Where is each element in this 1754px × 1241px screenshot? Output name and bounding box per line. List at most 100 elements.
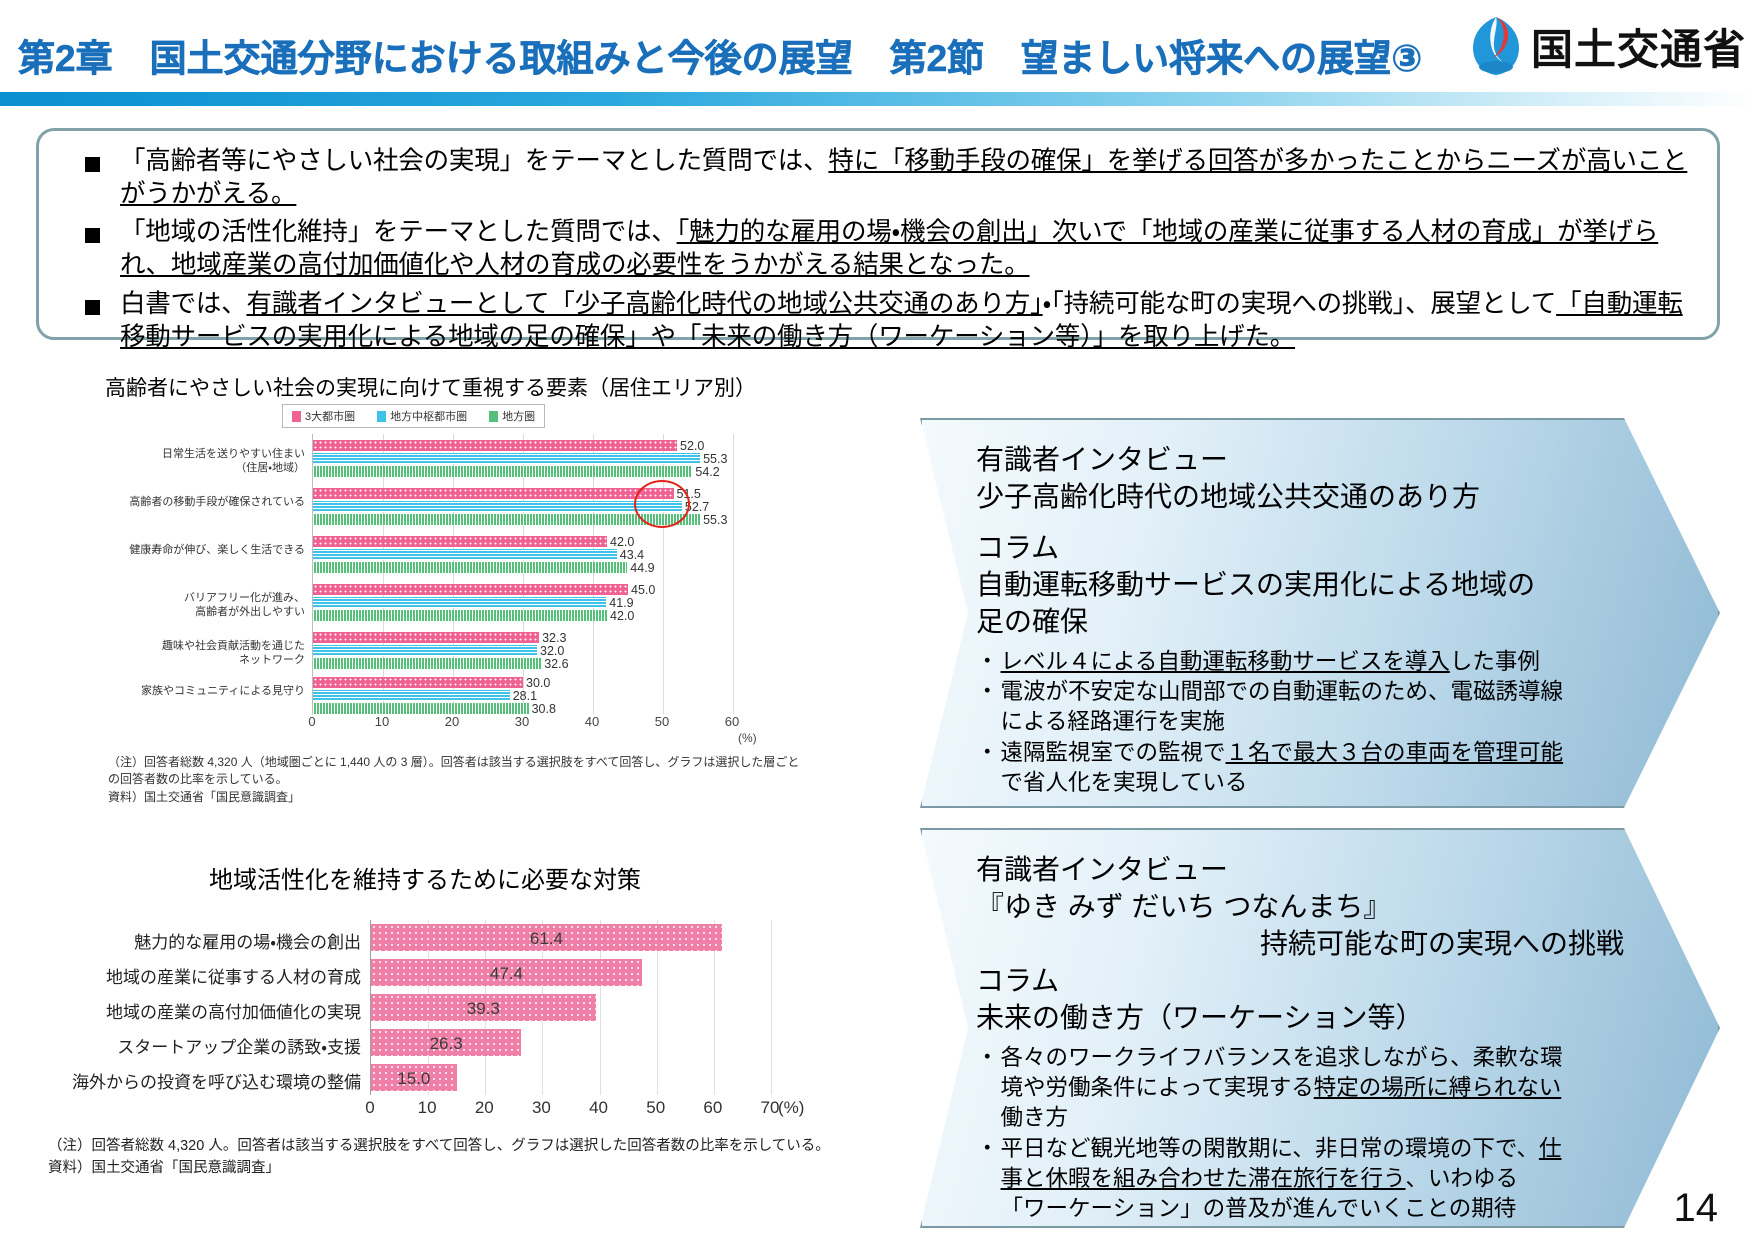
panel-list-item: 境や労働条件によって実現する特定の場所に縛られない — [976, 1073, 1684, 1102]
panel2-heading-2b: 持続可能な町の実現への挑戦 — [1259, 927, 1624, 959]
panel-bullet-icon: ・ — [976, 1044, 999, 1070]
panel-text-segment: した事例 — [1449, 648, 1540, 674]
panel-list-item: 「ワーケーション」の普及が進んでいくことの期待 — [976, 1194, 1684, 1223]
mlit-emblem-icon — [1467, 15, 1525, 77]
chart1-x-unit: (%) — [738, 731, 757, 745]
chart2-bar — [371, 994, 596, 1021]
category-label-line: 高齢者が外出しやすい — [195, 605, 305, 618]
chart2-x-tick: 0 — [365, 1098, 375, 1117]
panel-text-segment: による経路運行を実施 — [1000, 709, 1225, 735]
chart2-footnote: （注）回答者総数 4,320 人。回答者は該当する選択肢をすべて回答し、グラフは… — [48, 1136, 838, 1180]
chart1-bar-group: 趣味や社会貢献活動を通じた ネットワーク 32.3 32.0 32.6 — [162, 631, 732, 671]
slide-header: 第2章 国土交通分野における取組みと今後の展望 第2節 望ましい将来への展望③ … — [0, 0, 1754, 106]
chart1-x-tick: 30 — [514, 714, 530, 729]
highlight-circle-annotation — [634, 480, 690, 528]
chart1-bar: 42.0 — [313, 609, 634, 623]
chart2-title: 地域活性化を維持するために必要な対策 — [209, 867, 641, 894]
chart1-x-tick: 0 — [308, 714, 316, 729]
chart1-value-label: 52.0 — [680, 438, 705, 453]
category-label-line: 高齢者の移動手段が確保されている — [129, 496, 305, 508]
chart1-bar: 32.0 — [313, 644, 564, 658]
panel-text-segment: 遠隔監視室での監視で — [1000, 739, 1226, 765]
chart2-bar — [371, 959, 642, 986]
chart2-note-line: （注）回答者総数 4,320 人。回答者は該当する選択肢をすべて回答し、グラフは… — [48, 1138, 830, 1154]
chart1-bar: 30.0 — [313, 676, 550, 690]
panel-list-item: ・電波が不安定な山間部での自動運転のため、電磁誘導線 — [976, 677, 1684, 706]
chart1-gridlines — [313, 434, 734, 714]
gridline — [733, 434, 734, 714]
legend-swatch — [377, 410, 387, 422]
chart1-bar: 32.6 — [313, 657, 569, 671]
panel2-heading-1: 有識者インタビュー — [976, 854, 1229, 885]
chart2-x-unit: (%) — [778, 1098, 805, 1117]
legend-swatch — [489, 410, 499, 422]
panel-list-item: 働き方 — [976, 1103, 1684, 1132]
panel-text-segment: で省人化を実現している — [1000, 769, 1248, 795]
chart1-title: 高齢者にやさしい社会の実現に向けて重視する要素（居住エリア別） — [105, 377, 756, 400]
chart1-value-label: 32.3 — [542, 630, 567, 645]
chart1-x-tick: 10 — [374, 714, 390, 729]
chart1-x-tick: 20 — [444, 714, 460, 729]
panel-text-segment: 特定の場所に縛られない — [1313, 1075, 1562, 1101]
chart1-category-label: 日常生活を送りやすい住まい （住居・地域） — [65, 448, 305, 476]
panel-text-segment: 仕 — [1538, 1135, 1562, 1161]
legend-label: 3大都市圏 — [305, 411, 356, 423]
legend-swatch — [292, 410, 301, 422]
chart1-bar: 28.1 — [313, 689, 537, 703]
gridline — [599, 920, 601, 1095]
chart2-x-tick: 40 — [589, 1098, 609, 1117]
chart1-bar: 32.3 — [313, 631, 566, 645]
panel-list-item: ・各々のワークライフバランスを追求しながら、柔軟な環 — [976, 1043, 1684, 1072]
gridline — [593, 434, 594, 714]
panel-text-segment: 平日など観光地等の閑散期に、非日常の環境の下で、 — [1000, 1135, 1539, 1161]
chart1-x-tick: 60 — [724, 714, 740, 729]
chart1-value-label: 55.3 — [703, 451, 728, 466]
chart2-category-label: 海外からの投資を呼び込む環境の整備 — [72, 1073, 361, 1092]
panel-text-segment: １名で最大３台の車両を管理可能 — [1225, 739, 1564, 765]
bullet-segment: 「地域の活性化維持」をテーマとした質問では、 — [120, 218, 677, 247]
chart1-value-label: 30.8 — [531, 701, 556, 716]
panel-bullet-icon — [976, 1164, 999, 1193]
chart2-source-line: 資料）国土交通省「国民意識調査」 — [48, 1159, 280, 1176]
panel2-heading-4: 未来の働き方（ワーケーション等） — [976, 1001, 1424, 1033]
chart1-bar: 55.3 — [313, 452, 727, 466]
square-bullet-icon — [85, 228, 100, 244]
gridline — [453, 434, 454, 714]
chart1-value-label: 42.0 — [610, 534, 635, 549]
chart1-value-label: 55.3 — [703, 512, 728, 527]
category-label-line: 家族やコミュニティによる見守り — [140, 685, 305, 697]
chart1-bar-group: 健康寿命が伸び、楽しく生活できる 42.0 43.4 44.9 — [129, 535, 732, 575]
chart2-value-label: 47.4 — [489, 964, 523, 983]
square-bullet-icon — [85, 299, 100, 315]
chart1-bar-group: 日常生活を送りやすい住まい （住居・地域） 52.0 55.3 54.2 — [162, 439, 732, 479]
chart2-category-label: 地域の産業の高付加価値化の実現 — [106, 1003, 361, 1022]
bullet-segment: 白書では、 — [120, 289, 247, 318]
panel-list-text: 「ワーケーション」の普及が進んでいくことの期待 — [1001, 1194, 1517, 1223]
chart1-bar: 42.0 — [313, 535, 634, 549]
gridline — [663, 434, 664, 714]
category-label-line: ネットワーク — [239, 653, 305, 666]
chart2-bar-row: 魅力的な雇用の場・機会の創出 61.4 — [134, 920, 770, 955]
chart-regional-revitalization: 地域活性化を維持するために必要な対策 魅力的な雇用の場・機会の創出 61.4 地域の… — [30, 860, 840, 1210]
panel1-heading-4: 自動運転移動サービスの実用化による地域の — [976, 568, 1536, 600]
category-label-line: 日常生活を送りやすい住まい — [162, 448, 305, 460]
panel-text-segment: 事と休暇を組み合わせた滞在旅行を行う — [1000, 1165, 1406, 1191]
chart1-value-label: 28.1 — [512, 688, 538, 703]
chart1-plot-area: 日常生活を送りやすい住まい （住居・地域） 52.0 55.3 54.2 高齢者の移動手段… — [129, 434, 734, 716]
chart2-value-label: 39.3 — [466, 999, 500, 1018]
chart2-bar — [371, 1029, 522, 1056]
chart1-bar: 45.0 — [313, 583, 655, 597]
chart1-legend: 3大都市圏 地方中枢都市圏 地方圏 — [282, 404, 546, 428]
chart-elderly-friendly-society: 高齢者にやさしい社会の実現に向けて重視する要素（居住エリア別） 3大都市圏 地方中… — [60, 362, 820, 804]
panel-text-segment: 境や労働条件によって実現する — [1000, 1075, 1314, 1101]
panel-list-item: 事と休暇を組み合わせた滞在旅行を行う、いわゆる — [976, 1164, 1684, 1193]
panel-text-segment: レベル４による自動運転移動サービスを導入 — [1000, 648, 1450, 674]
category-label-line: （住居・地域） — [235, 461, 305, 474]
chart1-bar: 51.5 — [313, 487, 701, 501]
panel-bullet-icon — [976, 707, 999, 736]
chart1-bar: 52.0 — [313, 439, 704, 453]
legend-item: 地方中枢都市圏 — [377, 408, 467, 424]
gridline — [771, 920, 772, 1095]
bullet-text-0: 「高齢者等にやさしい社会の実現」をテーマとした質問では、特に「移動手段の確保」を… — [120, 145, 1701, 211]
